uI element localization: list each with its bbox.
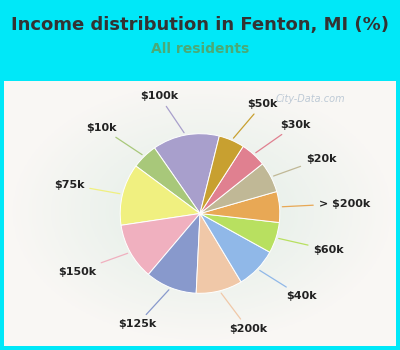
Text: All residents: All residents — [151, 42, 249, 56]
Text: City-Data.com: City-Data.com — [276, 94, 346, 104]
Wedge shape — [154, 134, 219, 214]
Wedge shape — [121, 214, 200, 274]
Text: $150k: $150k — [58, 253, 128, 276]
Wedge shape — [200, 146, 262, 214]
Text: $20k: $20k — [274, 154, 336, 176]
Text: $60k: $60k — [279, 238, 344, 255]
Wedge shape — [200, 191, 280, 223]
Wedge shape — [120, 166, 200, 225]
Wedge shape — [196, 214, 241, 293]
Text: $200k: $200k — [221, 293, 267, 334]
Text: $40k: $40k — [260, 271, 316, 301]
Wedge shape — [148, 214, 200, 293]
Text: Income distribution in Fenton, MI (%): Income distribution in Fenton, MI (%) — [11, 16, 389, 34]
Text: $50k: $50k — [234, 99, 278, 138]
Text: > $200k: > $200k — [282, 199, 370, 209]
Text: $10k: $10k — [86, 123, 142, 155]
Wedge shape — [200, 164, 277, 214]
Wedge shape — [136, 148, 200, 214]
Wedge shape — [200, 214, 279, 252]
Text: $125k: $125k — [118, 290, 169, 329]
Text: $75k: $75k — [54, 180, 120, 194]
Wedge shape — [200, 136, 243, 214]
Text: $100k: $100k — [140, 91, 184, 133]
Wedge shape — [200, 214, 270, 282]
Text: $30k: $30k — [256, 120, 310, 153]
